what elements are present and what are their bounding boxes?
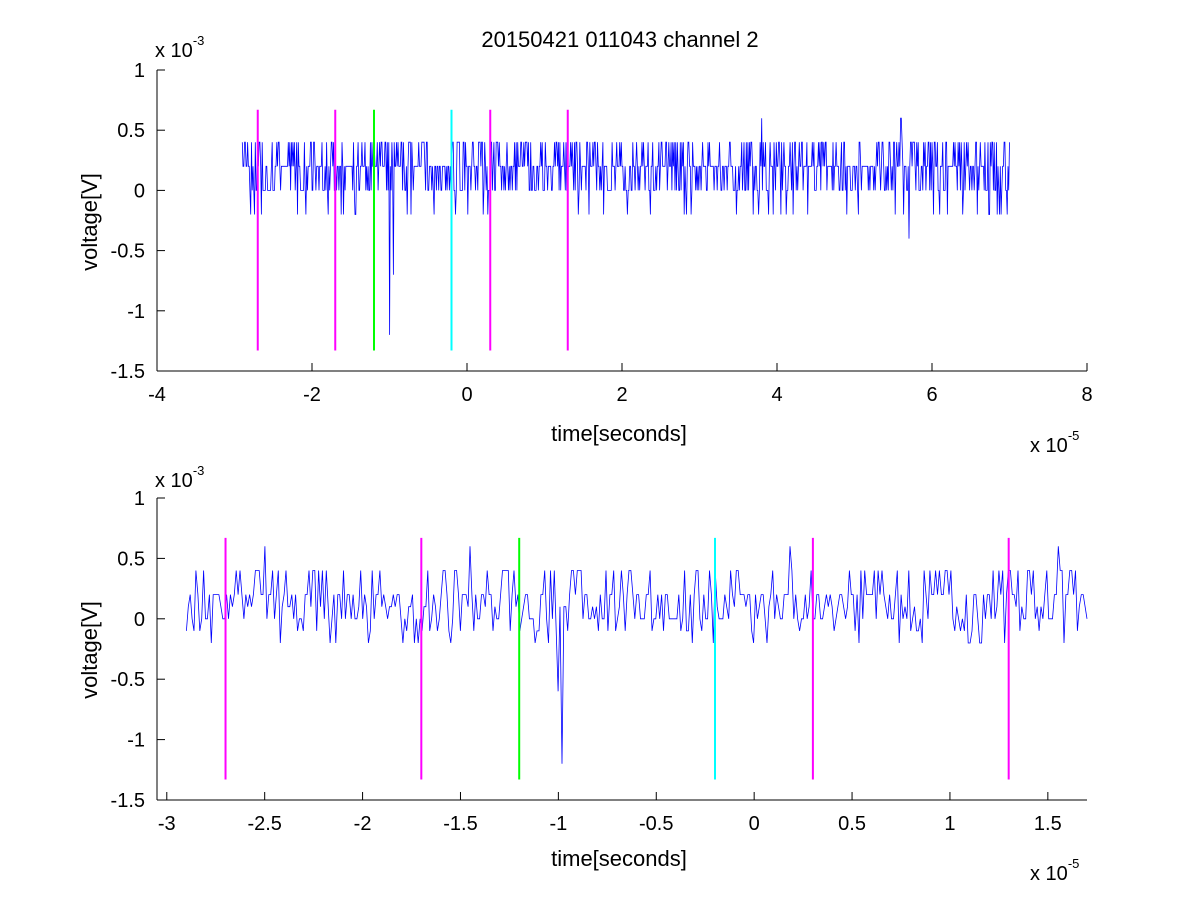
y-tick-label: -0.5 — [111, 669, 145, 691]
y-tick-label: 1 — [134, 60, 145, 82]
y-tick-label: -0.5 — [111, 241, 145, 263]
y-tick-label: 0 — [134, 609, 145, 631]
x-tick-label: 0.5 — [838, 813, 866, 835]
bottom-x-axis-title: time[seconds] — [551, 846, 687, 871]
x-tick-label: 1 — [944, 813, 955, 835]
y-tick-label: 0 — [134, 180, 145, 202]
x-tick-label: 0 — [749, 813, 760, 835]
x-tick-label: 0 — [461, 384, 472, 406]
y-tick-label: -1 — [127, 301, 145, 323]
x-tick-label: 6 — [926, 384, 937, 406]
x-tick-label: -1.5 — [443, 813, 477, 835]
x-tick-label: 2 — [616, 384, 627, 406]
y-tick-label: -1.5 — [111, 361, 145, 383]
y-tick-label: -1.5 — [111, 790, 145, 812]
svg-text:x 10-5: x 10-5 — [1030, 428, 1079, 457]
signal-trace — [186, 546, 1088, 764]
bottom-x-exponent: x 10-5 — [1030, 856, 1079, 885]
top-y-axis-title: voltage[V] — [77, 173, 102, 271]
x-tick-label: 1.5 — [1034, 813, 1062, 835]
x-tick-label: -3 — [158, 813, 176, 835]
signal-trace — [241, 117, 1010, 335]
top-y-exponent: x 10-3 — [155, 33, 204, 62]
x-tick-label: -0.5 — [639, 813, 673, 835]
y-tick-label: 0.5 — [117, 548, 145, 570]
svg-text:x 10-5: x 10-5 — [1030, 856, 1079, 885]
bottom-chart: x 10-3 x 10-5 time[seconds] voltage[V] 1… — [77, 463, 1088, 885]
y-tick-label: -1 — [127, 730, 145, 752]
x-tick-label: -2 — [354, 813, 372, 835]
y-tick-label: 0.5 — [117, 120, 145, 142]
top-chart: x 10-3 x 10-5 time[seconds] voltage[V] 1… — [77, 33, 1093, 457]
x-tick-label: 8 — [1081, 384, 1092, 406]
y-tick-label: 1 — [134, 488, 145, 510]
svg-text:x 10-3: x 10-3 — [155, 463, 204, 492]
x-tick-label: -2 — [303, 384, 321, 406]
bottom-y-axis-title: voltage[V] — [77, 601, 102, 699]
x-tick-label: 4 — [771, 384, 782, 406]
top-x-exponent: x 10-5 — [1030, 428, 1079, 457]
figure-title: 20150421 011043 channel 2 — [481, 27, 758, 52]
svg-text:x 10-3: x 10-3 — [155, 33, 204, 62]
x-tick-label: -4 — [148, 384, 166, 406]
x-tick-label: -1 — [549, 813, 567, 835]
top-x-axis-title: time[seconds] — [551, 421, 687, 446]
x-tick-label: -2.5 — [247, 813, 281, 835]
bottom-y-exponent: x 10-3 — [155, 463, 204, 492]
